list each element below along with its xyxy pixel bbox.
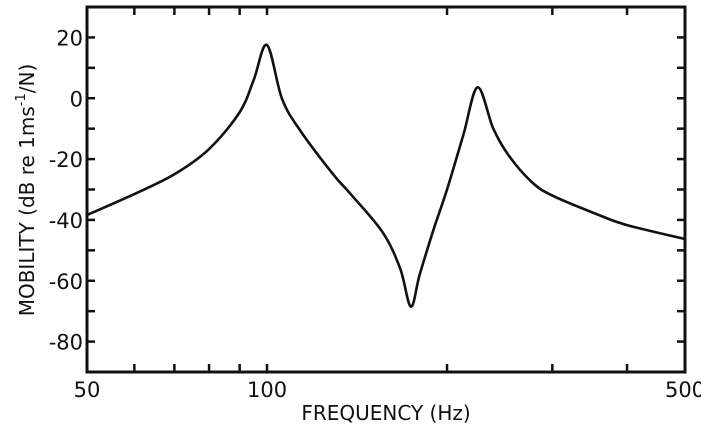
x-axis-title: FREQUENCY (Hz) [301,401,470,425]
y-tick-label: -20 [49,148,83,172]
x-tick-label: 500 [665,378,701,402]
plot-frame [85,5,687,374]
y-tick-label: 20 [56,26,83,50]
y-tick-label: 0 [70,87,83,111]
y-axis-title: MOBILITY (dB re 1ms-1/N) [14,64,39,317]
y-tick-label: -40 [49,209,83,233]
x-tick-label: 50 [74,378,101,402]
y-axis-title-tail: /N) [15,64,39,94]
y-tick-label: -60 [49,270,83,294]
y-axis-title-superscript: -1 [14,93,29,106]
series-line [86,43,686,308]
axis-ticks [85,7,687,372]
tick-labels: 50 100 500 20 0 -20 -40 -60 -80 [49,26,701,402]
y-axis-title-main: MOBILITY (dB re 1ms [15,106,39,316]
x-tick-label: 100 [247,378,287,402]
y-tick-label: -80 [49,331,83,355]
